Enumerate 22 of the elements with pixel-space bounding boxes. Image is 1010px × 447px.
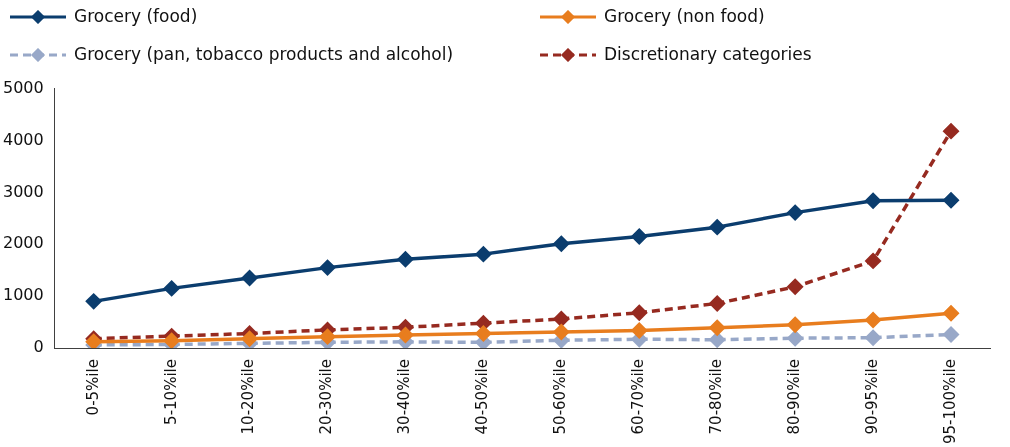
legend-label: Grocery (non food) [604, 6, 765, 26]
y-tick-label: 2000 [3, 233, 44, 253]
x-tick-label: 20-30%ile [317, 359, 336, 435]
x-tick-label: 95-100%ile [940, 359, 959, 445]
x-tick-label: 80-90%ile [785, 359, 804, 435]
y-tick-label: 4000 [3, 129, 44, 149]
legend-label: Discretionary categories [604, 44, 812, 64]
x-tick-label: 70-80%ile [707, 359, 726, 435]
y-tick-label: 0 [33, 337, 44, 357]
x-tick-label: 10-20%ile [239, 359, 258, 435]
y-tick-label: 3000 [3, 181, 44, 201]
legend-label: Grocery (food) [74, 6, 198, 26]
legend-label: Grocery (pan, tobacco products and alcohol) [74, 44, 454, 64]
x-tick-label: 30-40%ile [395, 359, 414, 435]
x-tick-label: 0-5%ile [83, 359, 102, 416]
y-tick-label: 1000 [3, 285, 44, 305]
x-tick-label: 5-10%ile [161, 359, 180, 425]
x-tick-label: 40-50%ile [473, 359, 492, 435]
x-tick-label: 50-60%ile [551, 359, 570, 435]
x-tick-label: 60-70%ile [629, 359, 648, 435]
x-tick-label: 90-95%ile [862, 359, 881, 435]
y-tick-label: 5000 [3, 77, 44, 97]
